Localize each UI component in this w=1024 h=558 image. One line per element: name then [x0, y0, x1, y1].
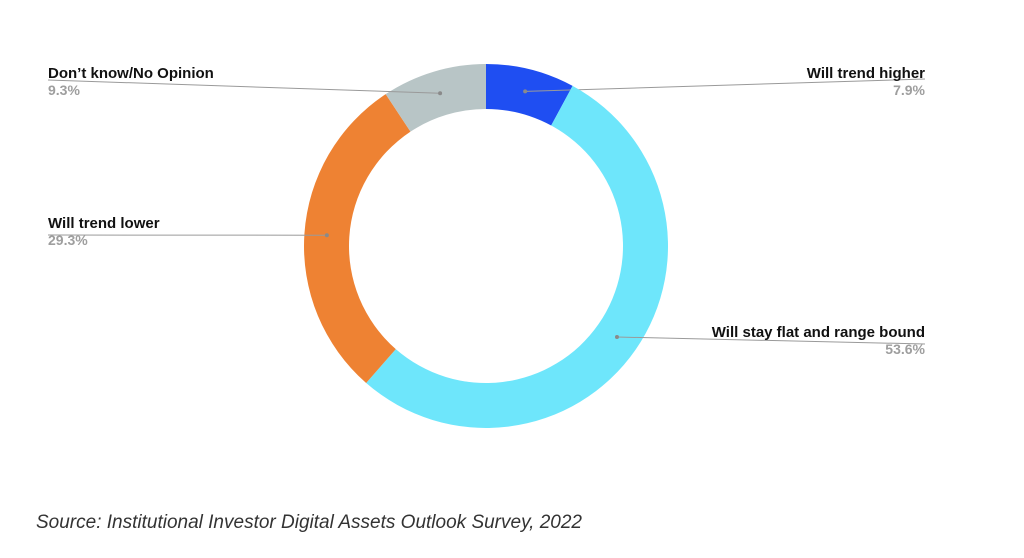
- slice-value: 29.3%: [48, 231, 88, 248]
- donut-slice: [486, 64, 573, 126]
- leader-line: [47, 79, 441, 94]
- slice-label: Will trend higher: [806, 65, 925, 82]
- slice-value: 9.3%: [48, 81, 80, 98]
- slice-label: Will stay flat and range bound: [711, 324, 925, 341]
- label-dont-know: Don’t know/No Opinion 9.3%: [48, 65, 214, 98]
- source-note: Source: Institutional Investor Digital A…: [36, 512, 582, 533]
- leader-dot: [523, 89, 528, 94]
- donut-slice: [385, 64, 486, 132]
- slice-label: Will trend lower: [48, 215, 160, 232]
- leader-line: [616, 336, 926, 345]
- slice-label: Don’t know/No Opinion: [48, 65, 214, 82]
- label-will-trend-lower: Will trend lower 29.3%: [48, 215, 160, 248]
- label-will-stay-flat: Will stay flat and range bound 53.6%: [711, 324, 925, 357]
- leader-dot: [324, 233, 329, 238]
- donut-slice: [366, 85, 668, 428]
- slice-value: 7.9%: [893, 81, 925, 98]
- leader-dot: [438, 91, 443, 96]
- leader-dot: [614, 335, 619, 340]
- slice-value: 53.6%: [885, 340, 925, 357]
- leader-line: [525, 78, 926, 92]
- label-will-trend-higher: Will trend higher 7.9%: [806, 65, 925, 98]
- donut-slice: [303, 94, 411, 383]
